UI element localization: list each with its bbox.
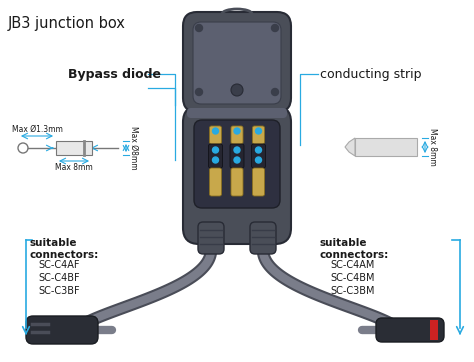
Circle shape (272, 25, 279, 31)
FancyBboxPatch shape (210, 126, 221, 144)
Text: Max Ø1.3mm: Max Ø1.3mm (11, 125, 63, 134)
Circle shape (255, 147, 262, 153)
FancyBboxPatch shape (250, 222, 276, 254)
Text: Max Ø8mm: Max Ø8mm (129, 126, 138, 170)
Text: JB3 junction box: JB3 junction box (8, 16, 126, 31)
Text: SC-C4AM: SC-C4AM (330, 260, 374, 270)
FancyBboxPatch shape (210, 168, 221, 196)
Text: SC-C3BM: SC-C3BM (330, 286, 374, 296)
FancyBboxPatch shape (230, 144, 244, 168)
Text: suitable
connectors:: suitable connectors: (320, 238, 389, 260)
Bar (56, 141, 92, 155)
Text: SC-C4BF: SC-C4BF (38, 273, 80, 283)
Text: SC-C4BM: SC-C4BM (330, 273, 374, 283)
FancyBboxPatch shape (26, 316, 98, 344)
Circle shape (231, 84, 243, 96)
Circle shape (272, 88, 279, 96)
Bar (355, 138, 417, 156)
FancyBboxPatch shape (231, 168, 243, 196)
FancyBboxPatch shape (183, 106, 291, 244)
Circle shape (212, 128, 219, 134)
FancyBboxPatch shape (193, 22, 281, 104)
Circle shape (195, 25, 202, 31)
Polygon shape (345, 138, 355, 156)
Circle shape (234, 147, 240, 153)
FancyBboxPatch shape (183, 12, 291, 112)
Text: Bypass diode: Bypass diode (68, 68, 161, 81)
Circle shape (212, 147, 219, 153)
Text: conducting strip: conducting strip (320, 68, 421, 81)
Circle shape (255, 128, 262, 134)
FancyBboxPatch shape (253, 168, 264, 196)
Circle shape (234, 157, 240, 163)
Circle shape (234, 128, 240, 134)
FancyBboxPatch shape (252, 144, 265, 168)
Text: Max 8mm: Max 8mm (55, 163, 93, 172)
Text: Max 8mm: Max 8mm (428, 128, 437, 166)
FancyBboxPatch shape (198, 222, 224, 254)
Circle shape (195, 88, 202, 96)
Text: SC-C4AF: SC-C4AF (38, 260, 80, 270)
Text: suitable
connectors:: suitable connectors: (30, 238, 99, 260)
Circle shape (212, 157, 219, 163)
Bar (430, 320, 438, 340)
FancyBboxPatch shape (209, 144, 222, 168)
Text: SC-C3BF: SC-C3BF (38, 286, 80, 296)
Circle shape (255, 157, 262, 163)
FancyBboxPatch shape (253, 126, 264, 144)
FancyBboxPatch shape (187, 108, 287, 118)
FancyBboxPatch shape (194, 120, 280, 208)
FancyBboxPatch shape (376, 318, 444, 342)
FancyBboxPatch shape (231, 126, 243, 144)
